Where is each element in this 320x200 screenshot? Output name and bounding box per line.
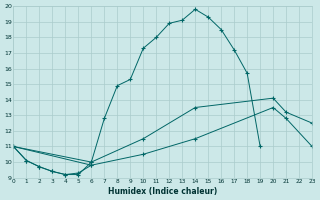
X-axis label: Humidex (Indice chaleur): Humidex (Indice chaleur) (108, 187, 217, 196)
